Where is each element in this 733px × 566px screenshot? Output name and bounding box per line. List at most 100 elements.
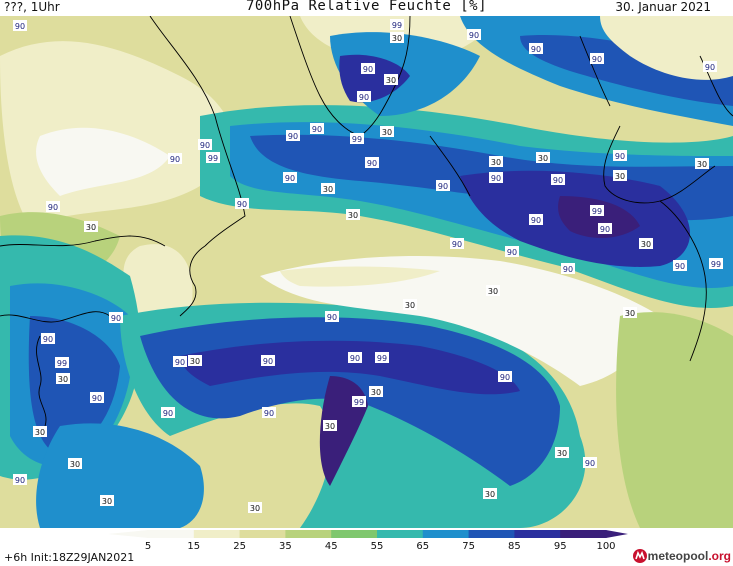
coastline-2 (179, 245, 206, 317)
contour-value: 99 (711, 260, 721, 269)
coastline-5 (36, 335, 47, 427)
contour-label-42: 90 (41, 333, 55, 344)
contour-label-29: 90 (46, 201, 60, 212)
contour-label-41: 99 (709, 258, 723, 269)
humidity-region-8 (28, 316, 120, 456)
humidity-map: 90 99 30 90 90 90 90 90 90 30 90 90 99 90 99 30 90 90 90 30… (0, 16, 733, 528)
contour-label-36: 99 (590, 205, 604, 216)
legend-tick-25: 25 (233, 541, 246, 552)
contour-value: 90 (288, 132, 298, 141)
legend-swatch-7 (422, 530, 470, 538)
contour-value: 90 (163, 409, 173, 418)
contour-label-67: 30 (555, 447, 569, 458)
contour-label-3: 30 (390, 32, 404, 43)
contour-value: 30 (371, 388, 381, 397)
contour-value: 30 (538, 154, 548, 163)
humidity-region-26 (616, 312, 733, 528)
contour-label-5: 90 (529, 43, 543, 54)
contour-label-52: 99 (55, 357, 69, 368)
contour-value: 30 (102, 497, 112, 506)
contour-label-17: 90 (365, 157, 379, 168)
contour-value: 99 (208, 154, 218, 163)
contour-label-63: 30 (369, 386, 383, 397)
legend-swatch-5 (331, 530, 378, 538)
contour-value: 90 (531, 216, 541, 225)
contour-label-31: 90 (235, 198, 249, 209)
contour-value: 99 (352, 135, 362, 144)
contour-label-53: 90 (90, 392, 104, 403)
legend-swatch-9 (514, 530, 561, 538)
contour-value: 90 (491, 174, 501, 183)
contour-label-66: 30 (483, 488, 497, 499)
coastline-8 (659, 200, 707, 362)
contour-value: 90 (327, 313, 337, 322)
contour-value: 90 (563, 265, 573, 274)
contour-label-45: 30 (486, 285, 500, 296)
map-title: 700hPa Relative Feuchte [%] (245, 0, 488, 14)
contour-label-40: 90 (673, 260, 687, 271)
contour-label-50: 30 (188, 355, 202, 366)
contour-label-27: 30 (695, 158, 709, 169)
legend-swatch-6 (377, 530, 424, 538)
contour-value: 30 (348, 211, 358, 220)
contour-value: 30 (392, 34, 402, 43)
contour-value: 90 (592, 55, 602, 64)
contour-value: 90 (312, 125, 322, 134)
contour-value: 90 (43, 335, 53, 344)
contour-value: 90 (285, 174, 295, 183)
coastline-11 (579, 35, 611, 107)
humidity-region-25 (36, 423, 204, 528)
contour-label-65: 30 (100, 495, 114, 506)
contour-value: 90 (531, 45, 541, 54)
legend-tick-95: 95 (554, 541, 567, 552)
contour-label-2: 99 (390, 19, 404, 30)
contour-value: 30 (250, 504, 260, 513)
coastline-7 (603, 125, 716, 204)
contour-label-46: 30 (403, 299, 417, 310)
contour-label-25: 90 (551, 174, 565, 185)
contour-value: 99 (57, 359, 67, 368)
contour-value: 30 (557, 449, 567, 458)
contour-label-7: 90 (703, 61, 717, 72)
contour-value: 90 (170, 155, 180, 164)
contour-value: 90 (705, 63, 715, 72)
contour-label-38: 30 (639, 238, 653, 249)
contour-label-37: 90 (598, 223, 612, 234)
legend-tick-55: 55 (371, 541, 384, 552)
brand-logo[interactable]: meteopool.org (632, 547, 731, 565)
contour-label-62: 99 (352, 396, 366, 407)
contour-label-22: 30 (489, 156, 503, 167)
coastline-4 (0, 311, 111, 323)
legend-swatch-8 (468, 530, 515, 538)
contour-value: 90 (507, 248, 517, 257)
contour-label-11: 90 (310, 123, 324, 134)
contour-value: 30 (491, 158, 501, 167)
humidity-region-2 (36, 127, 170, 196)
contour-value: 90 (553, 176, 563, 185)
contour-label-19: 90 (283, 172, 297, 183)
contour-value: 30 (697, 160, 707, 169)
init-time-label: +6h Init:18Z29JAN2021 (4, 551, 135, 564)
brand-name: meteopool.org (647, 549, 731, 563)
contour-value: 90 (200, 141, 210, 150)
contour-value: 30 (485, 490, 495, 499)
contour-label-56: 90 (262, 407, 276, 418)
humidity-field: 90 99 30 90 90 90 90 90 90 30 90 90 99 90 99 30 90 90 90 30… (0, 16, 733, 528)
legend-swatch-4 (285, 530, 332, 538)
contour-label-12: 90 (286, 130, 300, 141)
contour-label-20: 30 (321, 183, 335, 194)
contour-value: 30 (86, 223, 96, 232)
contour-value: 90 (15, 476, 25, 485)
coastline-9 (699, 55, 733, 117)
contour-value: 30 (615, 172, 625, 181)
contour-value: 30 (386, 76, 396, 85)
contour-value: 90 (675, 262, 685, 271)
humidity-region-21 (180, 340, 520, 395)
contour-value: 90 (175, 358, 185, 367)
forecast-date: 30. Januar 2021 (615, 0, 711, 14)
contour-value: 90 (263, 357, 273, 366)
humidity-region-18 (600, 16, 733, 80)
contour-value: 30 (70, 460, 80, 469)
contour-label-47: 30 (623, 307, 637, 318)
contour-value: 30 (382, 128, 392, 137)
